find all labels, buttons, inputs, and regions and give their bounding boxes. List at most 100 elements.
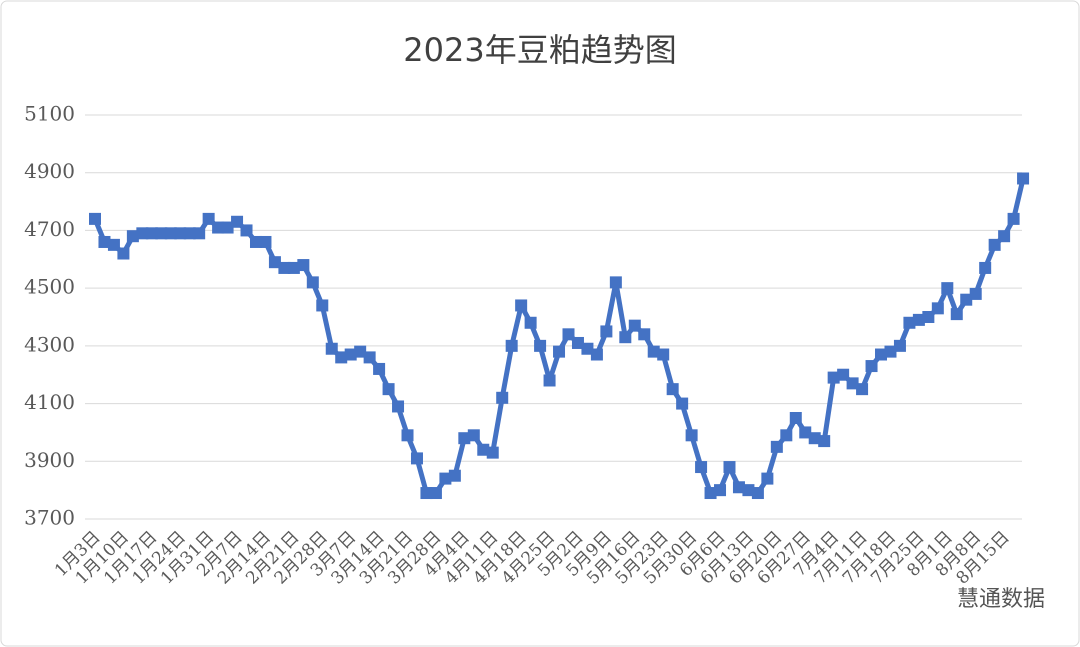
data-point bbox=[912, 313, 925, 326]
data-point bbox=[581, 342, 594, 355]
data-point bbox=[524, 316, 537, 329]
data-point bbox=[893, 339, 906, 352]
data-point bbox=[136, 227, 149, 240]
data-point bbox=[174, 227, 187, 240]
data-point bbox=[1017, 172, 1030, 185]
data-point bbox=[732, 481, 745, 494]
data-point bbox=[770, 440, 783, 453]
data-point bbox=[486, 446, 499, 459]
data-point bbox=[202, 212, 215, 225]
data-point bbox=[856, 383, 869, 396]
data-point bbox=[1007, 212, 1020, 225]
data-point bbox=[799, 426, 812, 439]
data-point bbox=[183, 227, 196, 240]
data-point bbox=[695, 461, 708, 474]
data-point bbox=[287, 261, 300, 274]
data-point bbox=[335, 351, 348, 364]
data-point bbox=[998, 230, 1011, 243]
data-point bbox=[931, 302, 944, 315]
data-point bbox=[562, 328, 575, 341]
data-point bbox=[231, 215, 244, 228]
data-point bbox=[676, 397, 689, 410]
data-point bbox=[145, 227, 158, 240]
watermark: 慧通数据 bbox=[957, 587, 1045, 612]
data-point bbox=[363, 351, 376, 364]
y-tick-label: 3700 bbox=[24, 506, 75, 530]
data-point bbox=[979, 261, 992, 274]
data-point bbox=[344, 348, 357, 361]
data-point bbox=[458, 432, 471, 445]
data-point bbox=[846, 377, 859, 390]
data-point bbox=[628, 319, 641, 332]
data-point bbox=[107, 238, 120, 251]
data-point bbox=[638, 328, 651, 341]
data-point bbox=[751, 487, 764, 500]
data-point bbox=[259, 235, 272, 248]
data-point bbox=[117, 247, 130, 260]
data-point bbox=[410, 452, 423, 465]
data-point bbox=[429, 487, 442, 500]
data-point bbox=[884, 345, 897, 358]
data-point bbox=[496, 391, 509, 404]
data-point bbox=[875, 348, 888, 361]
data-point bbox=[761, 472, 774, 485]
data-point bbox=[515, 299, 528, 312]
data-point bbox=[704, 487, 717, 500]
data-point bbox=[657, 348, 670, 361]
data-point bbox=[89, 212, 101, 225]
data-point bbox=[818, 435, 831, 448]
data-point bbox=[865, 360, 878, 373]
data-point bbox=[221, 221, 234, 234]
data-point bbox=[477, 443, 490, 456]
y-tick-label: 4900 bbox=[24, 159, 75, 183]
data-point bbox=[647, 345, 660, 358]
data-point bbox=[714, 484, 727, 497]
data-point bbox=[941, 282, 954, 295]
data-point bbox=[505, 339, 518, 352]
data-point bbox=[553, 345, 566, 358]
data-point bbox=[571, 336, 584, 349]
data-point bbox=[278, 261, 291, 274]
data-point bbox=[534, 339, 547, 352]
y-tick-label: 4300 bbox=[24, 332, 75, 356]
data-point bbox=[988, 238, 1001, 251]
y-tick-label: 4700 bbox=[24, 217, 75, 241]
data-point bbox=[420, 487, 433, 500]
data-point bbox=[316, 299, 329, 312]
data-point bbox=[164, 227, 177, 240]
data-point bbox=[439, 472, 452, 485]
data-point bbox=[212, 221, 225, 234]
y-tick-label: 4500 bbox=[24, 275, 75, 299]
data-point bbox=[448, 469, 461, 482]
data-point bbox=[268, 256, 281, 269]
data-point bbox=[155, 227, 168, 240]
y-tick-label: 5100 bbox=[24, 102, 75, 126]
data-point bbox=[382, 383, 395, 396]
data-point bbox=[827, 371, 840, 384]
data-point bbox=[126, 230, 139, 243]
data-point bbox=[808, 432, 821, 445]
data-point bbox=[543, 374, 556, 387]
data-point bbox=[789, 412, 802, 424]
data-point bbox=[401, 429, 414, 442]
data-point bbox=[325, 342, 338, 355]
data-point bbox=[922, 311, 935, 323]
data-point bbox=[960, 293, 973, 306]
data-point bbox=[306, 276, 319, 289]
data-point bbox=[467, 429, 480, 442]
data-point bbox=[619, 331, 632, 344]
data-point bbox=[780, 429, 793, 442]
data-point bbox=[950, 308, 963, 321]
data-point bbox=[723, 461, 736, 474]
data-point bbox=[240, 224, 253, 237]
data-point bbox=[98, 235, 111, 248]
data-point bbox=[600, 325, 613, 338]
y-tick-label: 3900 bbox=[24, 448, 75, 472]
data-point bbox=[590, 348, 603, 361]
data-point bbox=[297, 259, 310, 272]
data-point bbox=[392, 400, 405, 413]
data-point bbox=[666, 383, 679, 396]
data-point bbox=[969, 287, 982, 300]
